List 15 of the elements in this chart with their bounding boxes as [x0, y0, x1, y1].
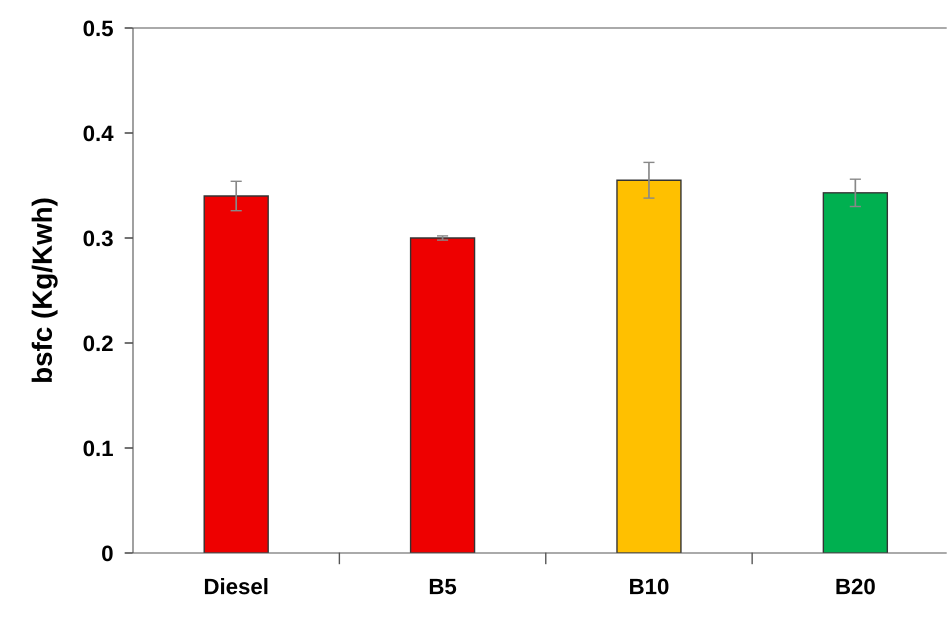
bar [204, 195, 269, 553]
x-tick-label: B5 [430, 578, 456, 594]
y-tick-label: 0.1 [84, 440, 113, 456]
x-tick-label: B10 [630, 578, 668, 594]
bar [822, 192, 888, 553]
y-axis-title: bsfc (Kg/Kwh) [32, 198, 58, 382]
y-tick-label: 0.5 [84, 20, 113, 36]
bar [410, 237, 476, 553]
y-tick-label: 0 [102, 546, 113, 562]
x-tick-label: B20 [836, 578, 875, 594]
y-tick-label: 0.4 [84, 126, 114, 142]
y-tick-label: 0.3 [84, 230, 113, 246]
x-tick-label: Diesel [204, 578, 268, 594]
bar [616, 180, 682, 553]
y-tick-label: 0.2 [84, 336, 113, 352]
